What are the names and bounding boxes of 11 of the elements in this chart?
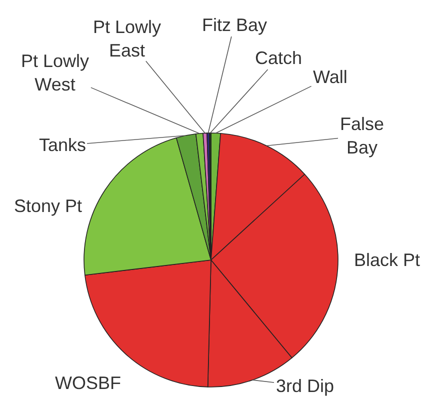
slice-label: Catch	[255, 48, 302, 68]
slice-label: Wall	[313, 67, 348, 87]
slice-label: False Bay	[340, 114, 384, 158]
slice-label: Pt Lowly West	[21, 51, 90, 94]
slice-label: Stony Pt	[14, 196, 82, 216]
slice-label: Black Pt	[354, 250, 420, 270]
slice-label: Tanks	[39, 135, 86, 155]
slice-label: 3rd Dip	[276, 376, 334, 396]
slice-label: Pt Lowly East	[93, 17, 162, 60]
slice-label: Fitz Bay	[202, 15, 268, 35]
slice-label: WOSBF	[55, 373, 121, 393]
